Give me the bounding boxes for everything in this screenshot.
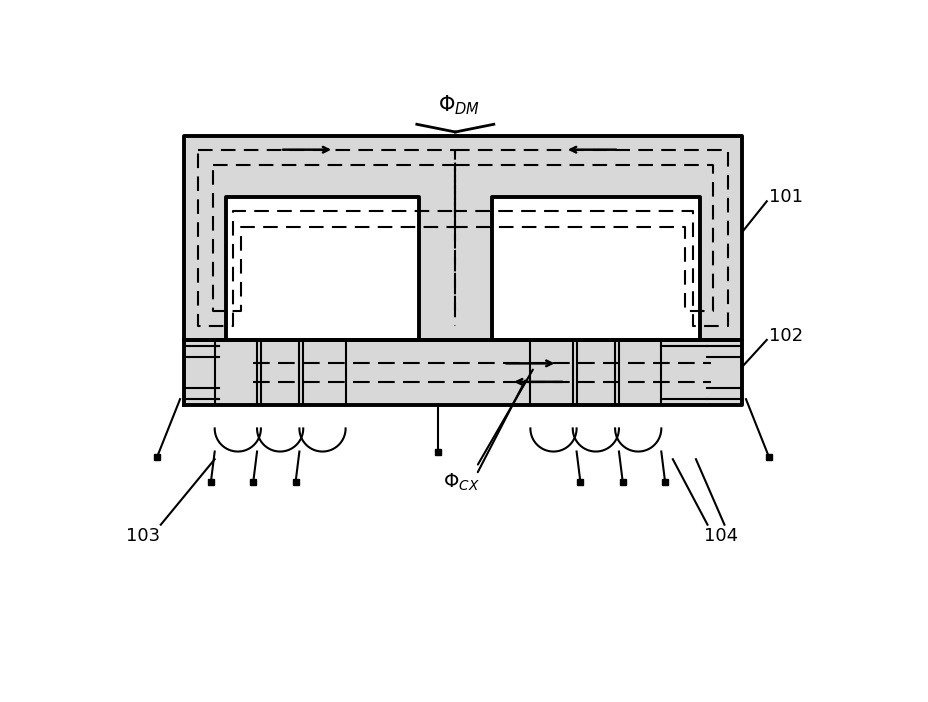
Text: 102: 102 [768,327,803,345]
Polygon shape [184,340,741,405]
Polygon shape [491,197,699,340]
Text: 101: 101 [768,188,802,206]
Polygon shape [184,135,741,340]
Text: $\Phi_{CX}$: $\Phi_{CX}$ [443,472,479,493]
Text: 103: 103 [126,527,161,545]
Text: 104: 104 [702,527,737,545]
Polygon shape [226,197,419,340]
Text: $\Phi_{DM}$: $\Phi_{DM}$ [438,93,480,117]
